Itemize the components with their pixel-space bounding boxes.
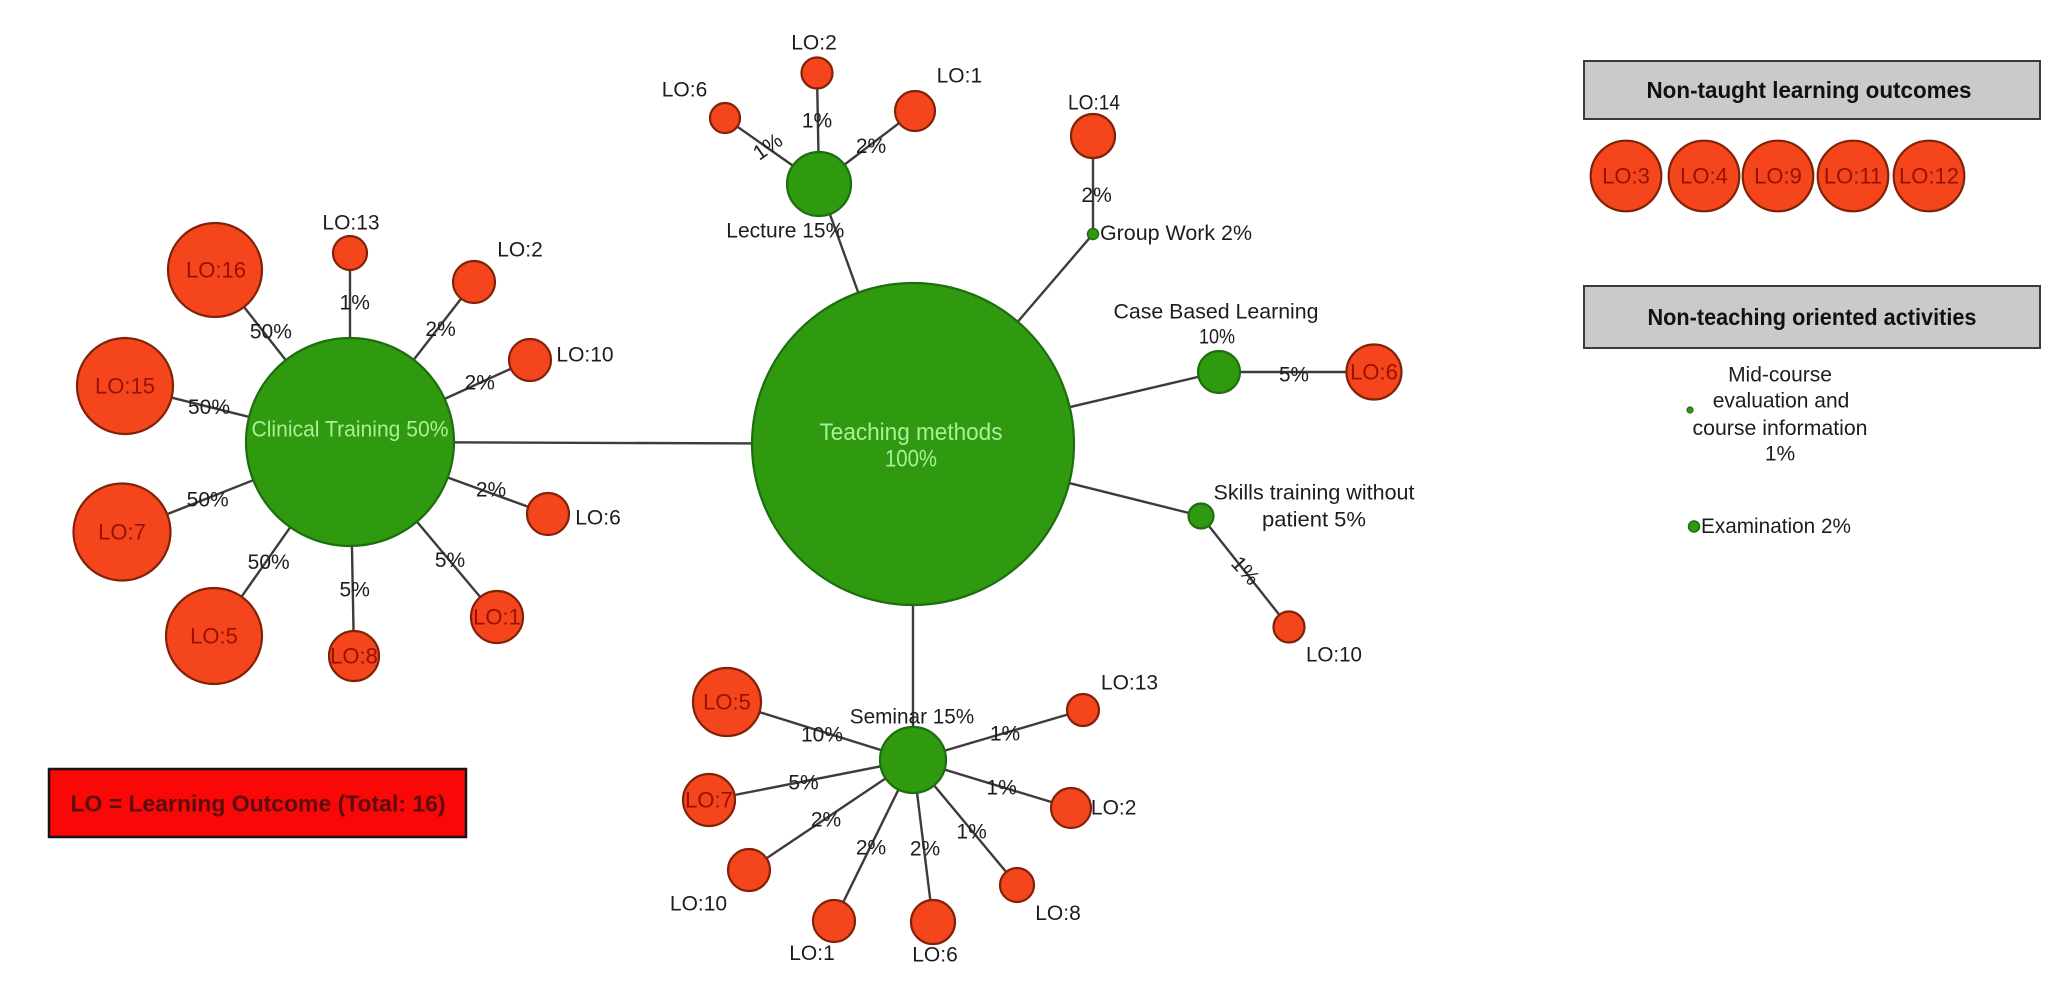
svg-text:1%: 1% [990,723,1020,746]
svg-text:5%: 5% [340,579,370,602]
svg-text:LO:5: LO:5 [703,690,751,715]
svg-text:Non-taught learning outcomes: Non-taught learning outcomes [1647,77,1972,103]
svg-text:LO:6: LO:6 [912,944,958,967]
svg-text:Group Work 2%: Group Work 2% [1100,222,1252,245]
svg-text:Mid-course: Mid-course [1728,364,1832,387]
svg-text:50%: 50% [248,551,290,574]
svg-text:1%: 1% [802,110,832,133]
svg-text:10%: 10% [1199,326,1235,349]
svg-text:LO:16: LO:16 [186,258,246,283]
svg-text:2%: 2% [856,837,886,860]
svg-text:5%: 5% [435,549,465,572]
svg-text:50%: 50% [250,320,292,343]
svg-text:5%: 5% [1279,364,1309,387]
svg-text:Skills training without: Skills training without [1214,482,1415,505]
svg-text:LO:1: LO:1 [789,942,835,965]
svg-text:100%: 100% [885,446,937,473]
svg-text:LO:9: LO:9 [1754,164,1802,189]
svg-text:LO:4: LO:4 [1680,164,1728,189]
svg-text:LO:12: LO:12 [1899,164,1959,189]
svg-text:Seminar 15%: Seminar 15% [850,706,975,729]
svg-text:1%: 1% [340,292,370,315]
svg-text:LO:10: LO:10 [670,893,727,916]
svg-text:LO:15: LO:15 [95,374,155,399]
svg-text:LO:6: LO:6 [575,507,621,530]
svg-text:LO:2: LO:2 [497,239,543,262]
svg-text:LO:6: LO:6 [1350,360,1398,385]
svg-text:Clinical Training 50%: Clinical Training 50% [252,417,449,442]
svg-text:LO = Learning Outcome (Total:: LO = Learning Outcome (Total: 16) [71,791,446,817]
svg-text:1%: 1% [986,777,1016,800]
svg-text:2%: 2% [476,479,506,502]
svg-text:LO:7: LO:7 [685,788,733,813]
svg-text:LO:5: LO:5 [190,624,238,649]
svg-text:1%: 1% [956,821,986,844]
svg-text:50%: 50% [187,488,229,511]
svg-text:LO:1: LO:1 [937,65,983,88]
svg-text:1%: 1% [1765,443,1795,466]
svg-text:LO:6: LO:6 [662,79,708,102]
svg-text:2%: 2% [856,135,886,158]
svg-text:course information: course information [1693,417,1868,440]
svg-text:LO:10: LO:10 [1306,644,1362,667]
svg-text:5%: 5% [788,772,818,795]
svg-text:Examination 2%: Examination 2% [1701,515,1851,538]
svg-text:10%: 10% [801,724,843,747]
svg-text:LO:7: LO:7 [98,520,146,545]
svg-text:50%: 50% [188,396,230,419]
svg-text:LO:3: LO:3 [1602,164,1650,189]
svg-text:LO:14: LO:14 [1068,92,1120,115]
svg-text:Case Based Learning: Case Based Learning [1114,301,1319,324]
svg-text:Lecture 15%: Lecture 15% [726,220,844,243]
svg-text:2%: 2% [910,838,940,861]
svg-text:LO:2: LO:2 [791,32,837,55]
svg-text:LO:1: LO:1 [473,605,521,630]
svg-text:LO:11: LO:11 [1824,164,1882,189]
svg-text:LO:13: LO:13 [322,212,379,235]
svg-text:LO:10: LO:10 [556,344,613,367]
svg-text:evaluation and: evaluation and [1713,390,1850,413]
svg-text:Teaching methods: Teaching methods [820,419,1003,446]
svg-text:2%: 2% [811,809,841,832]
svg-text:2%: 2% [465,371,495,394]
svg-text:2%: 2% [1081,184,1111,207]
svg-text:LO:13: LO:13 [1101,672,1158,695]
svg-text:patient 5%: patient 5% [1262,509,1366,532]
svg-text:LO:8: LO:8 [1035,902,1081,925]
svg-text:2%: 2% [425,318,455,341]
svg-text:LO:2: LO:2 [1091,797,1137,820]
svg-text:Non-teaching oriented activiti: Non-teaching oriented activities [1648,304,1977,330]
svg-text:LO:8: LO:8 [330,644,378,669]
